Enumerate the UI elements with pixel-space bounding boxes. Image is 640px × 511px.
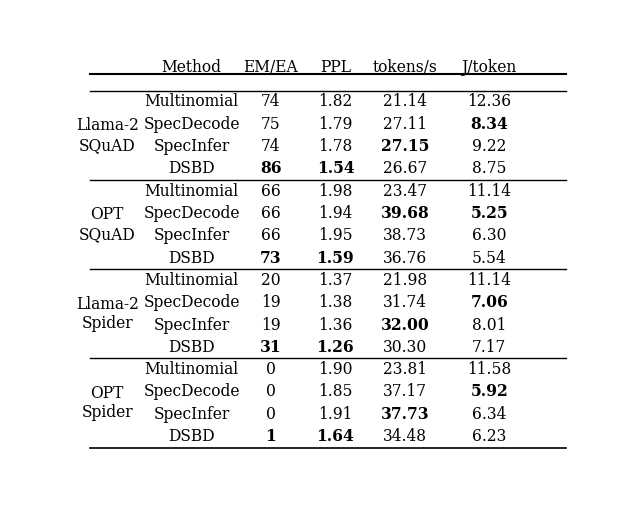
Text: 19: 19 — [261, 294, 281, 311]
Text: 8.75: 8.75 — [472, 160, 506, 177]
Text: 27.15: 27.15 — [381, 138, 429, 155]
Text: SpecInfer: SpecInfer — [154, 316, 230, 334]
Text: 66: 66 — [261, 227, 281, 244]
Text: Multinomial: Multinomial — [145, 361, 239, 378]
Text: 31.74: 31.74 — [383, 294, 427, 311]
Text: 21.14: 21.14 — [383, 94, 427, 110]
Text: 1.38: 1.38 — [318, 294, 353, 311]
Text: 66: 66 — [261, 205, 281, 222]
Text: 39.68: 39.68 — [381, 205, 429, 222]
Text: 5.25: 5.25 — [470, 205, 508, 222]
Text: 37.17: 37.17 — [383, 383, 427, 401]
Text: SpecDecode: SpecDecode — [143, 294, 240, 311]
Text: 1.85: 1.85 — [318, 383, 353, 401]
Text: 1.82: 1.82 — [318, 94, 353, 110]
Text: 73: 73 — [260, 249, 282, 267]
Text: 1.64: 1.64 — [317, 428, 355, 445]
Text: Multinomial: Multinomial — [145, 183, 239, 200]
Text: 6.23: 6.23 — [472, 428, 506, 445]
Text: 20: 20 — [261, 272, 281, 289]
Text: 36.76: 36.76 — [383, 249, 427, 267]
Text: 26.67: 26.67 — [383, 160, 427, 177]
Text: 0: 0 — [266, 406, 276, 423]
Text: 11.14: 11.14 — [467, 272, 511, 289]
Text: 8.01: 8.01 — [472, 316, 506, 334]
Text: 1.36: 1.36 — [318, 316, 353, 334]
Text: 8.34: 8.34 — [470, 116, 508, 133]
Text: OPT
SQuAD: OPT SQuAD — [79, 206, 136, 243]
Text: 75: 75 — [261, 116, 281, 133]
Text: 7.17: 7.17 — [472, 339, 506, 356]
Text: 1.79: 1.79 — [318, 116, 353, 133]
Text: 9.22: 9.22 — [472, 138, 506, 155]
Text: DSBD: DSBD — [168, 428, 215, 445]
Text: 21.98: 21.98 — [383, 272, 427, 289]
Text: Method: Method — [162, 59, 221, 76]
Text: EM/EA: EM/EA — [244, 59, 298, 76]
Text: 31: 31 — [260, 339, 282, 356]
Text: 1.59: 1.59 — [317, 249, 355, 267]
Text: 19: 19 — [261, 316, 281, 334]
Text: 6.30: 6.30 — [472, 227, 506, 244]
Text: 0: 0 — [266, 383, 276, 401]
Text: SpecDecode: SpecDecode — [143, 383, 240, 401]
Text: 0: 0 — [266, 361, 276, 378]
Text: 86: 86 — [260, 160, 282, 177]
Text: 6.34: 6.34 — [472, 406, 506, 423]
Text: DSBD: DSBD — [168, 249, 215, 267]
Text: 1.26: 1.26 — [317, 339, 355, 356]
Text: DSBD: DSBD — [168, 160, 215, 177]
Text: Multinomial: Multinomial — [145, 94, 239, 110]
Text: 1.98: 1.98 — [318, 183, 353, 200]
Text: 1.78: 1.78 — [318, 138, 353, 155]
Text: 74: 74 — [261, 138, 281, 155]
Text: 1: 1 — [266, 428, 276, 445]
Text: DSBD: DSBD — [168, 339, 215, 356]
Text: tokens/s: tokens/s — [372, 59, 437, 76]
Text: 5.92: 5.92 — [470, 383, 508, 401]
Text: Llama-2
SQuAD: Llama-2 SQuAD — [76, 117, 139, 154]
Text: 23.47: 23.47 — [383, 183, 427, 200]
Text: Multinomial: Multinomial — [145, 272, 239, 289]
Text: 1.37: 1.37 — [318, 272, 353, 289]
Text: 1.95: 1.95 — [318, 227, 353, 244]
Text: SpecDecode: SpecDecode — [143, 205, 240, 222]
Text: 1.94: 1.94 — [318, 205, 353, 222]
Text: SpecInfer: SpecInfer — [154, 406, 230, 423]
Text: 1.91: 1.91 — [318, 406, 353, 423]
Text: SpecInfer: SpecInfer — [154, 138, 230, 155]
Text: PPL: PPL — [320, 59, 351, 76]
Text: 27.11: 27.11 — [383, 116, 427, 133]
Text: SpecDecode: SpecDecode — [143, 116, 240, 133]
Text: 5.54: 5.54 — [472, 249, 507, 267]
Text: 7.06: 7.06 — [470, 294, 508, 311]
Text: 12.36: 12.36 — [467, 94, 511, 110]
Text: J/token: J/token — [461, 59, 517, 76]
Text: 32.00: 32.00 — [381, 316, 429, 334]
Text: SpecInfer: SpecInfer — [154, 227, 230, 244]
Text: 1.90: 1.90 — [318, 361, 353, 378]
Text: 1.54: 1.54 — [317, 160, 355, 177]
Text: Llama-2
Spider: Llama-2 Spider — [76, 295, 139, 332]
Text: 11.14: 11.14 — [467, 183, 511, 200]
Text: 30.30: 30.30 — [383, 339, 427, 356]
Text: 38.73: 38.73 — [383, 227, 427, 244]
Text: 74: 74 — [261, 94, 281, 110]
Text: 66: 66 — [261, 183, 281, 200]
Text: 23.81: 23.81 — [383, 361, 427, 378]
Text: OPT
Spider: OPT Spider — [81, 385, 133, 422]
Text: 11.58: 11.58 — [467, 361, 511, 378]
Text: 37.73: 37.73 — [381, 406, 429, 423]
Text: 34.48: 34.48 — [383, 428, 427, 445]
